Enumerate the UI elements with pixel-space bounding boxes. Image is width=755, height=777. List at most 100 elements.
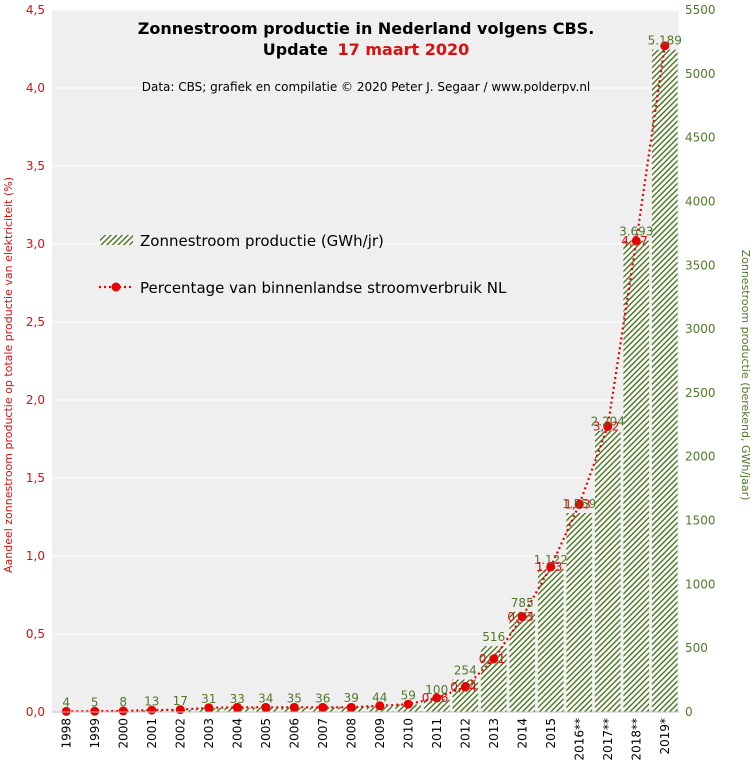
- legend-line-marker: [111, 282, 121, 292]
- source-note: Data: CBS; grafiek en compilatie © 2020 …: [142, 80, 591, 94]
- bar-value-label: 5.189: [648, 34, 682, 48]
- legend-bar-label: Zonnestroom productie (GWh/jr): [140, 232, 384, 250]
- legend-bar-swatch: [100, 235, 133, 245]
- percentage-value-label: 0,93: [507, 610, 534, 624]
- line-point: [204, 703, 214, 713]
- line-point: [375, 701, 385, 711]
- x-tick-label: 2004: [230, 718, 244, 749]
- y-right-tick-label: 2000: [685, 450, 716, 464]
- y-right-tick-label: 0: [685, 705, 693, 719]
- y-left-tick-label: 2,0: [26, 393, 45, 407]
- x-tick-label: 2011: [430, 718, 444, 749]
- bar-value-label: 3.693: [619, 225, 653, 239]
- percentage-value-label: 1,33: [536, 560, 563, 574]
- subtitle-prefix: Update: [263, 40, 328, 59]
- y-left-tick-label: 2,5: [26, 315, 45, 329]
- line-point: [603, 422, 613, 432]
- y-left-tick-label: 1,0: [26, 549, 45, 563]
- bar-value-label: 785: [511, 596, 534, 610]
- y-left-tick-label: 0,0: [26, 705, 45, 719]
- bar: [594, 430, 621, 712]
- y-left-axis-label: Aandeel zonnestroom productie op totale …: [2, 177, 15, 573]
- x-tick-label: 2008: [344, 718, 358, 749]
- legend: Zonnestroom productie (GWh/jr) Percentag…: [99, 232, 507, 297]
- bar-value-label: 34: [258, 692, 273, 706]
- grid-lines: [52, 9, 679, 713]
- x-tick-label: 2000: [116, 718, 130, 749]
- line-point: [61, 706, 71, 716]
- bar-value-label: 13: [144, 694, 159, 708]
- subtitle-date: 17 maart 2020: [338, 40, 470, 59]
- chart-title: Zonnestroom productie in Nederland volge…: [138, 19, 595, 38]
- x-tick-label: 1998: [59, 718, 73, 749]
- y-left-tick-label: 3,5: [26, 159, 45, 173]
- bar-series: [53, 49, 678, 713]
- percentage-value-label: 3,02: [593, 420, 620, 434]
- y-right-tick-label: 1000: [685, 577, 716, 591]
- bar-value-label: 1.559: [562, 497, 596, 511]
- x-tick-label: 1999: [88, 718, 102, 749]
- bar-value-label: 59: [401, 688, 416, 702]
- chart-subtitle: Update 17 maart 2020: [263, 40, 470, 59]
- bar-value-label: 5: [91, 695, 99, 709]
- y-right-axis-label: Zonnestroom productie (berekend, GWh/jaa…: [739, 250, 752, 501]
- y-left-tick-label: 3,0: [26, 237, 45, 251]
- bar-value-label: 254: [454, 664, 477, 678]
- y-left-tick-label: 4,5: [26, 3, 45, 17]
- bar: [537, 568, 564, 712]
- bar: [566, 513, 593, 712]
- line-point: [660, 41, 670, 51]
- x-tick-label: 2016**: [572, 718, 586, 761]
- bar-value-label: 1.122: [534, 553, 568, 567]
- percentage-value-label: 1,83: [564, 498, 591, 512]
- axes: 0,0 0,5 1,0 1,5 2,0 2,5 3,0 3,5 4,0 4,5 0 500 1000 15…: [26, 3, 716, 761]
- y-right-tick-label: 4000: [685, 194, 716, 208]
- bar-value-label: 4: [62, 695, 70, 709]
- bar-value-label: 36: [315, 691, 330, 705]
- bar: [423, 699, 450, 712]
- bar-value-label: 39: [344, 691, 359, 705]
- x-tick-label: 2009: [373, 718, 387, 749]
- bar-value-label: 100: [425, 683, 448, 697]
- bar: [623, 240, 650, 712]
- x-tick-label: 2014: [515, 718, 529, 749]
- y-left-tick-label: 1,5: [26, 471, 45, 485]
- percentage-value-label: 0,16: [422, 691, 449, 705]
- y-right-tick-label: 3000: [685, 322, 716, 336]
- data-labels: 4 5 8 13 17 31 33 34 35 36 39 44 59 100 254 516 785 1.122…: [62, 34, 682, 710]
- line-point: [517, 612, 527, 622]
- line-point: [574, 500, 584, 510]
- y-left-tick-label: 0,5: [26, 627, 45, 641]
- line-point: [232, 702, 242, 712]
- x-tick-label: 2012: [458, 718, 472, 749]
- y-right-tick-label: 1500: [685, 514, 716, 528]
- y-right-tick-label: 500: [685, 641, 708, 655]
- bar: [509, 611, 536, 712]
- y-right-tick-label: 3500: [685, 258, 716, 272]
- bar-value-label: 8: [119, 695, 127, 709]
- line-series: [61, 41, 670, 716]
- legend-line-label: Percentage van binnenlandse stroomverbru…: [140, 279, 507, 297]
- y-right-tick-label: 4500: [685, 131, 716, 145]
- x-tick-label: 2005: [259, 718, 273, 749]
- x-tick-label: 2003: [202, 718, 216, 749]
- x-tick-label: 2002: [173, 718, 187, 749]
- bar-value-label: 35: [287, 692, 302, 706]
- y-right-tick-label: 5000: [685, 67, 716, 81]
- line-point: [90, 706, 100, 716]
- y-right-tick-label: 5500: [685, 3, 716, 17]
- x-tick-label: 2001: [145, 718, 159, 749]
- x-tick-label: 2019*: [658, 718, 672, 755]
- line-point: [346, 702, 356, 712]
- line-point: [289, 702, 299, 712]
- x-tick-label: 2007: [316, 718, 330, 749]
- y-left-tick-label: 4,0: [26, 81, 45, 95]
- x-tick-label: 2017**: [601, 718, 615, 761]
- x-tick-label: 2010: [401, 718, 415, 749]
- percentage-value-label: 0,61: [479, 652, 506, 666]
- line-point: [118, 706, 128, 716]
- y-right-tick-label: 2500: [685, 386, 716, 400]
- bar: [651, 49, 678, 713]
- bar-value-label: 516: [482, 630, 505, 644]
